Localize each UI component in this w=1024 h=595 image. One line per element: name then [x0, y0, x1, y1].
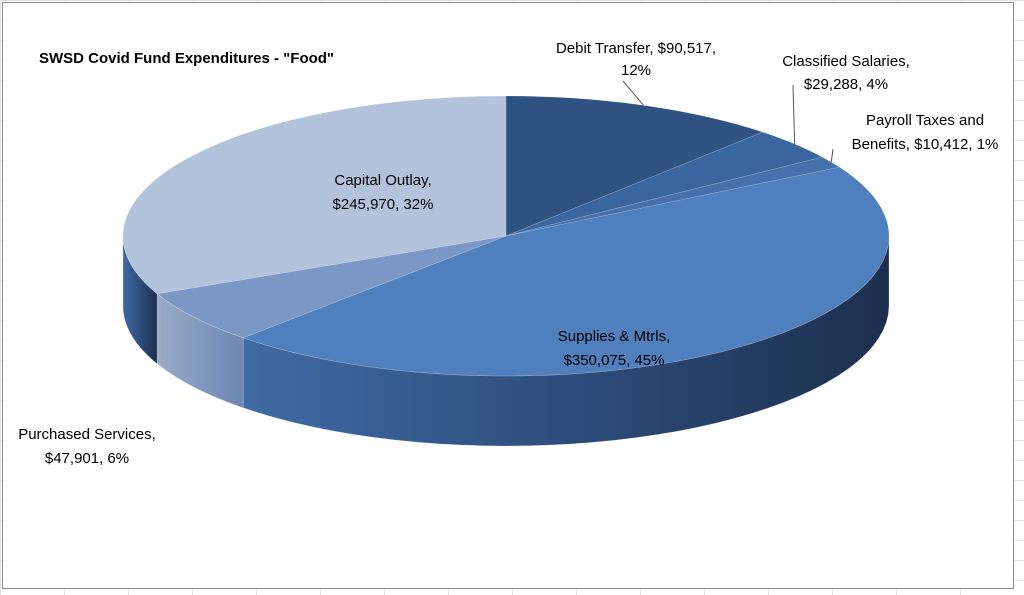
svg-text:$245,970, 32%: $245,970, 32%	[333, 196, 434, 213]
pie-sides	[122, 235, 890, 447]
leader-line-classified-salaries	[792, 84, 796, 145]
svg-text:$350,075, 45%: $350,075, 45%	[564, 352, 665, 369]
pie-slice-purchased-services[interactable]	[156, 235, 507, 339]
svg-text:Purchased Services,: Purchased Services,	[18, 426, 156, 443]
chart-area[interactable]: SWSD Covid Fund Expenditures - "Food" De…	[2, 2, 1014, 589]
chart-title: SWSD Covid Fund Expenditures - "Food"	[39, 50, 334, 67]
pie-top	[122, 95, 890, 377]
svg-text:Benefits, $10,412, 1%: Benefits, $10,412, 1%	[852, 136, 999, 153]
data-label-payroll-taxes: Payroll Taxes and Benefits, $10,412, 1%	[852, 112, 999, 153]
svg-text:Capital Outlay,: Capital Outlay,	[334, 172, 431, 189]
leader-line-payroll-taxes-and-benefits	[830, 148, 834, 163]
data-label-debit-transfer: Debit Transfer, $90,517, 12%	[556, 40, 716, 79]
pie-slice-supplies-and-mtrls[interactable]	[242, 166, 890, 377]
svg-text:12%: 12%	[621, 62, 651, 79]
pie-slice-debit-transfer[interactable]	[505, 95, 764, 237]
svg-text:$47,901, 6%: $47,901, 6%	[45, 450, 129, 467]
data-label-supplies: Supplies & Mtrls, $350,075, 45%	[558, 328, 671, 369]
leader-line-debit-transfer	[622, 80, 644, 106]
data-label-classified-salaries: Classified Salaries, $29,288, 4%	[782, 53, 910, 93]
svg-text:Supplies & Mtrls,: Supplies & Mtrls,	[558, 328, 671, 345]
svg-text:Classified Salaries,: Classified Salaries,	[782, 53, 910, 70]
svg-text:$29,288, 4%: $29,288, 4%	[804, 76, 888, 93]
data-label-capital-outlay: Capital Outlay, $245,970, 32%	[333, 172, 434, 213]
data-label-purchased-services: Purchased Services, $47,901, 6%	[18, 426, 156, 467]
svg-text:Debit Transfer, $90,517,: Debit Transfer, $90,517,	[556, 40, 716, 57]
pie-slice-capital-outlay[interactable]	[122, 95, 507, 295]
leader-lines	[622, 80, 834, 163]
pie-chart: SWSD Covid Fund Expenditures - "Food" De…	[18, 40, 999, 467]
svg-text:Payroll Taxes and: Payroll Taxes and	[866, 112, 984, 129]
